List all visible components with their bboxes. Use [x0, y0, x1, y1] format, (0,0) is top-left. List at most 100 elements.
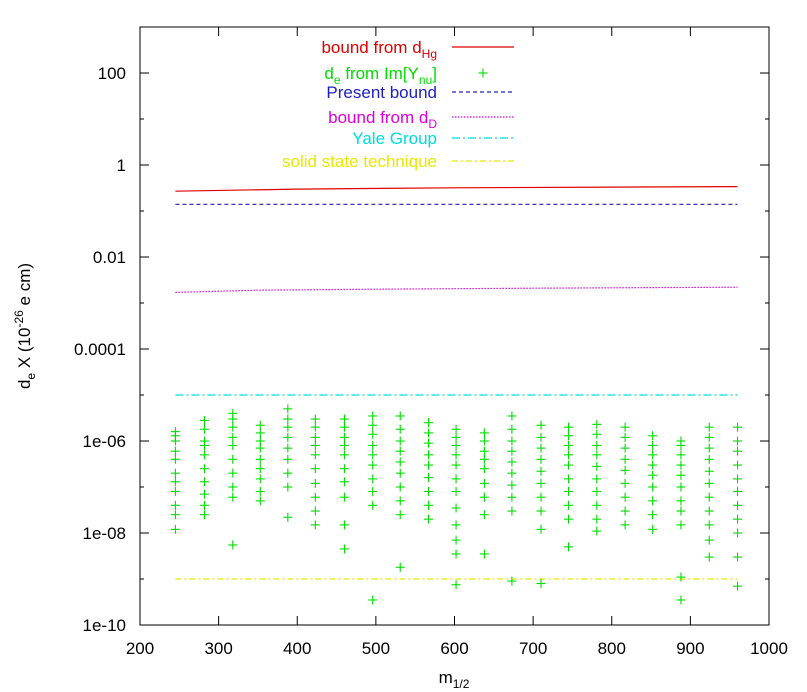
scatter-point [620, 465, 630, 475]
scatter-point [368, 420, 378, 430]
scatter-point [507, 411, 517, 421]
y-axis-label-a: d [15, 380, 34, 389]
scatter-point [170, 436, 180, 446]
scatter-point [536, 492, 546, 502]
scatter-points [170, 404, 743, 605]
x-tick-label: 500 [362, 639, 390, 658]
scatter-point [368, 500, 378, 510]
scatter-point [536, 578, 546, 588]
scatter-point [339, 544, 349, 554]
scatter-point [395, 446, 405, 456]
scatter-point [564, 486, 574, 496]
scatter-point [479, 464, 489, 474]
scatter-point [199, 500, 209, 510]
scatter-point [255, 454, 265, 464]
scatter-point [564, 474, 574, 484]
scatter-point [507, 468, 517, 478]
scatter-point [676, 506, 686, 516]
scatter-point [310, 432, 320, 442]
scatter-point [451, 580, 461, 590]
legend-label-4: Yale Group [352, 129, 437, 148]
scatter-point [228, 468, 238, 478]
scatter-point [424, 428, 434, 438]
scatter-point [451, 549, 461, 559]
scatter-point [676, 460, 686, 470]
scatter-point [199, 450, 209, 460]
scatter-point [395, 424, 405, 434]
scatter-point [424, 500, 434, 510]
scatter-point [395, 562, 405, 572]
scatter-point [733, 514, 743, 524]
scatter-point [255, 486, 265, 496]
scatter-point [199, 424, 209, 434]
y-axis-label-b: X (10 [15, 328, 34, 373]
scatter-point [507, 492, 517, 502]
scatter-point [704, 535, 714, 545]
scatter-point [704, 466, 714, 476]
x-tick-label: 300 [204, 639, 232, 658]
scatter-point [733, 460, 743, 470]
y-tick-label: 1e-08 [83, 524, 126, 543]
scatter-point [676, 520, 686, 530]
scatter-point [479, 446, 489, 456]
scatter-point [228, 492, 238, 502]
legend-label-2: Present bound [326, 83, 437, 102]
scatter-point [676, 470, 686, 480]
scatter-point [424, 418, 434, 428]
scatter-point [228, 414, 238, 424]
scatter-point [676, 440, 686, 450]
scatter-point [564, 514, 574, 524]
scatter-point [339, 414, 349, 424]
scatter-point [395, 411, 405, 421]
scatter-point [283, 432, 293, 442]
scatter-point [283, 422, 293, 432]
scatter-point [395, 436, 405, 446]
y-axis-label-b-sup: -26 [12, 310, 26, 328]
legend-label-5: solid state technique [282, 152, 437, 171]
scatter-point [648, 460, 658, 470]
scatter-point [368, 440, 378, 450]
scatter-point [620, 478, 630, 488]
axis-tick-labels: 200 300 400 500 600 700 800 900 1000 1e-10 1e-08 1e… [74, 64, 788, 658]
scatter-point [451, 520, 461, 530]
scatter-point [283, 404, 293, 414]
scatter-point [424, 514, 434, 524]
scatter-point [479, 492, 489, 502]
scatter-point [395, 457, 405, 467]
scatter-point [648, 510, 658, 520]
y-tick-label: 1 [117, 156, 126, 175]
scatter-point [310, 464, 320, 474]
scatter-point [339, 432, 349, 442]
x-axis-label: m1/2 [439, 668, 470, 691]
scatter-point [368, 411, 378, 421]
legend: bound from dHg de from Im[Ynu]Present bou… [282, 38, 514, 171]
x-tick-label: 700 [519, 639, 547, 658]
scatter-point [536, 420, 546, 430]
scatter-point [479, 478, 489, 488]
scatter-point [310, 440, 320, 450]
scatter-point [451, 503, 461, 513]
scatter-point [479, 428, 489, 438]
x-tick-label: 900 [676, 639, 704, 658]
scatter-point [536, 432, 546, 442]
scatter-point [733, 581, 743, 591]
scatter-point [228, 440, 238, 450]
scatter-point [733, 474, 743, 484]
scatter-point [704, 454, 714, 464]
scatter-point [620, 432, 630, 442]
scatter-point [592, 486, 602, 496]
scatter-point [451, 440, 461, 450]
y-tick-label: 1e-10 [83, 616, 126, 635]
scatter-point [592, 450, 602, 460]
axis-ticks [139, 26, 770, 626]
scatter-point [648, 440, 658, 450]
scatter-point [283, 468, 293, 478]
scatter-point [451, 535, 461, 545]
y-tick-label: 1e-06 [83, 432, 126, 451]
scatter-point [704, 422, 714, 432]
scatter-point [395, 510, 405, 520]
scatter-point [507, 424, 517, 434]
scatter-point [507, 436, 517, 446]
x-tick-label: 600 [440, 639, 468, 658]
scatter-point [451, 474, 461, 484]
